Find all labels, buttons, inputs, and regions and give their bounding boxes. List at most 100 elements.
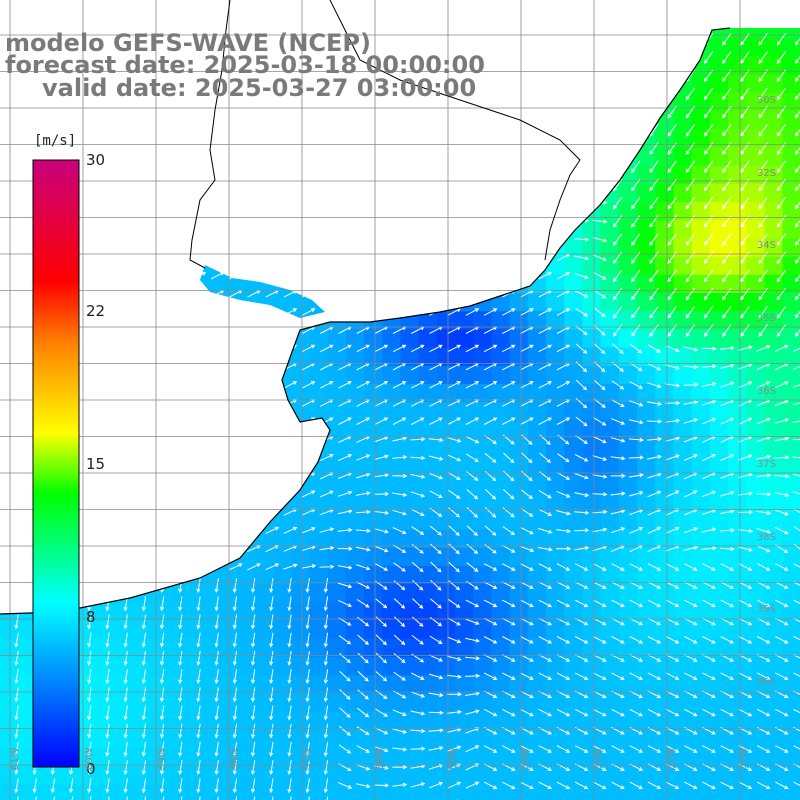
wind-cell xyxy=(400,384,420,403)
lon-label: 57W xyxy=(302,747,313,770)
wind-cell xyxy=(327,620,347,640)
wind-arrow xyxy=(556,636,571,644)
wind-arrow xyxy=(538,672,553,680)
wind-arrow xyxy=(593,672,607,680)
lat-label: 37S xyxy=(756,459,776,470)
wind-cell xyxy=(564,347,583,367)
wind-cell xyxy=(746,638,765,658)
wind-cell xyxy=(564,566,583,585)
wind-arrow xyxy=(141,614,147,630)
wind-arrow xyxy=(774,492,790,498)
wind-cell xyxy=(327,748,347,767)
wind-arrow xyxy=(556,472,571,480)
wind-arrow xyxy=(684,672,698,680)
wind-cell xyxy=(673,584,693,603)
wind-arrow xyxy=(320,344,334,353)
wind-arrow xyxy=(374,381,389,389)
wind-arrow xyxy=(232,614,238,630)
wind-cell xyxy=(618,365,638,385)
wind-cell xyxy=(218,602,238,622)
wind-cell xyxy=(746,711,765,731)
wind-arrow xyxy=(141,596,147,612)
wind-arrow xyxy=(356,472,371,479)
wind-cell xyxy=(637,438,656,458)
wind-arrow xyxy=(574,636,589,644)
wind-cell xyxy=(637,638,656,658)
wind-cell xyxy=(728,347,747,367)
wind-arrow xyxy=(704,124,714,137)
wind-arrow xyxy=(374,473,390,478)
wind-arrow xyxy=(159,687,165,703)
wind-cell xyxy=(709,729,729,749)
wind-arrow xyxy=(556,417,571,425)
wind-cell xyxy=(546,638,565,658)
wind-arrow xyxy=(448,525,460,536)
wind-arrow xyxy=(720,381,735,388)
wind-arrow xyxy=(393,616,406,628)
wind-cell xyxy=(637,766,656,785)
wind-cell xyxy=(145,729,165,749)
wind-cell xyxy=(18,620,37,640)
wind-cell xyxy=(782,456,800,476)
wind-cell xyxy=(728,748,747,767)
wind-arrow xyxy=(685,124,696,137)
wind-arrow xyxy=(374,454,389,460)
wind-cell xyxy=(600,657,620,676)
wind-arrow xyxy=(428,437,444,443)
wind-arrow xyxy=(214,687,219,703)
wind-arrow xyxy=(448,561,460,573)
wind-cell xyxy=(600,675,620,694)
wind-arrow xyxy=(228,563,243,571)
wind-cell xyxy=(418,657,438,676)
wind-cell xyxy=(582,602,602,622)
wind-cell xyxy=(527,293,547,312)
wind-cell xyxy=(546,420,565,440)
wind-cell xyxy=(418,711,438,731)
wind-cell xyxy=(655,638,674,658)
wind-cell xyxy=(764,28,784,39)
wind-arrow xyxy=(611,636,625,644)
wind-cell xyxy=(163,675,183,694)
wind-cell xyxy=(382,529,401,549)
wind-arrow xyxy=(265,526,280,534)
wind-arrow xyxy=(196,614,201,630)
wind-cell xyxy=(491,675,511,694)
wind-cell xyxy=(364,547,383,567)
wind-cell xyxy=(418,402,438,421)
wind-cell xyxy=(473,675,492,694)
wind-cell xyxy=(418,420,438,440)
wind-cell xyxy=(200,620,219,640)
wind-arrow xyxy=(337,582,353,589)
wind-arrow xyxy=(756,345,771,352)
wind-cell xyxy=(691,620,711,640)
wind-cell xyxy=(54,784,74,800)
wind-cell xyxy=(746,693,765,713)
wind-arrow xyxy=(305,614,310,630)
wind-cell xyxy=(0,748,19,767)
wind-cell xyxy=(473,384,492,403)
wind-cell xyxy=(273,675,292,694)
wind-cell xyxy=(546,293,565,312)
wind-arrow xyxy=(323,650,329,666)
wind-cell xyxy=(345,693,365,713)
wind-cell xyxy=(18,766,37,785)
wind-cell xyxy=(18,638,37,658)
wind-arrow xyxy=(574,272,589,280)
wind-cell xyxy=(582,675,602,694)
wind-arrow xyxy=(287,614,292,630)
wind-arrow xyxy=(685,324,696,337)
wind-cell xyxy=(0,766,19,785)
wind-arrow xyxy=(430,579,442,591)
wind-cell xyxy=(746,766,765,785)
wind-cell xyxy=(509,329,529,349)
wind-arrow xyxy=(446,674,462,679)
wind-cell xyxy=(273,711,292,731)
wind-cell xyxy=(600,438,620,458)
wind-cell xyxy=(436,456,456,476)
wind-cell xyxy=(764,584,784,603)
wind-arrow xyxy=(356,417,371,425)
wind-arrow xyxy=(685,233,696,246)
wind-cell xyxy=(564,438,583,458)
wind-arrow xyxy=(574,510,590,515)
wind-arrow xyxy=(14,687,19,703)
